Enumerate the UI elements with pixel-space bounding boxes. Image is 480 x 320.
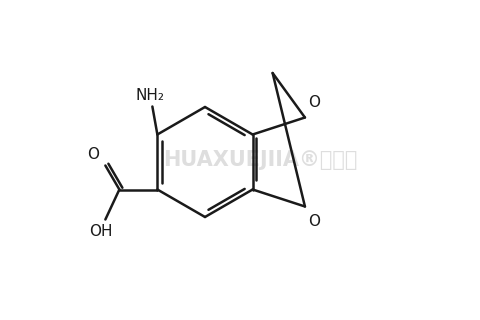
Text: HUAXUEJIIA®化学加: HUAXUEJIIA®化学加 <box>163 150 357 170</box>
Text: O: O <box>308 94 320 109</box>
Text: O: O <box>308 214 320 229</box>
Text: NH₂: NH₂ <box>136 87 165 102</box>
Text: O: O <box>87 147 99 162</box>
Text: OH: OH <box>90 225 113 239</box>
